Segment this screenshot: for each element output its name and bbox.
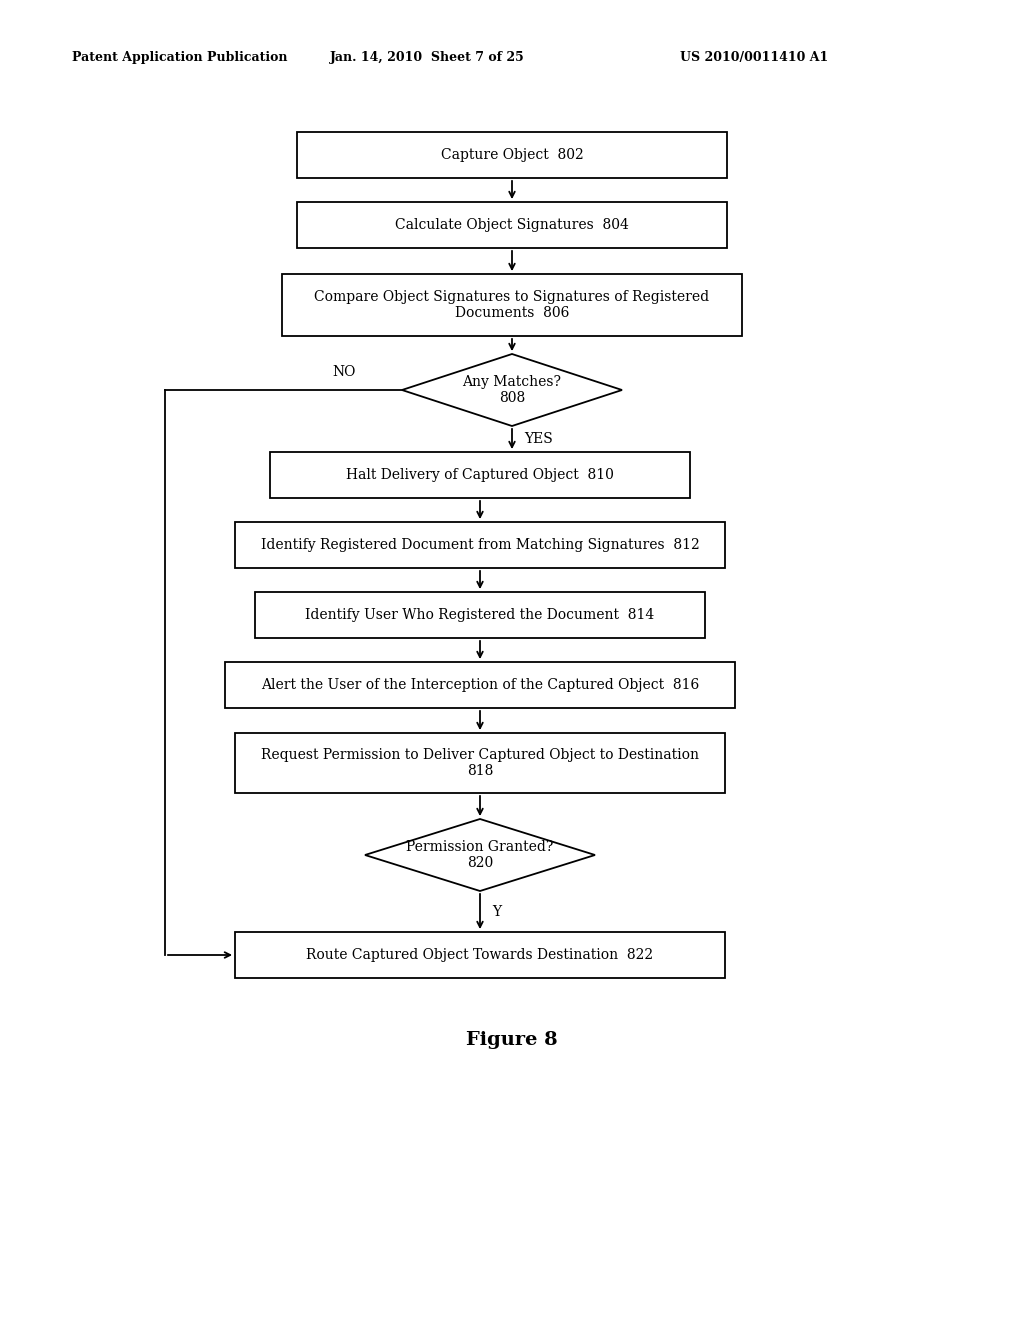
Text: Figure 8: Figure 8 [466,1031,558,1049]
Text: YES: YES [524,432,553,446]
Bar [297,132,727,178]
Text: Jan. 14, 2010  Sheet 7 of 25: Jan. 14, 2010 Sheet 7 of 25 [330,51,524,65]
Polygon shape [402,354,622,426]
Bar [270,451,690,498]
Text: Any Matches?
808: Any Matches? 808 [463,375,561,405]
Text: Compare Object Signatures to Signatures of Registered
Documents  806: Compare Object Signatures to Signatures … [314,290,710,321]
Bar [255,591,705,638]
Text: Capture Object  802: Capture Object 802 [440,148,584,162]
Text: Halt Delivery of Captured Object  810: Halt Delivery of Captured Object 810 [346,469,614,482]
Text: Request Permission to Deliver Captured Object to Destination
818: Request Permission to Deliver Captured O… [261,748,699,777]
Bar [234,932,725,978]
Bar [297,202,727,248]
Text: Permission Granted?
820: Permission Granted? 820 [407,840,554,870]
Text: Alert the User of the Interception of the Captured Object  816: Alert the User of the Interception of th… [261,678,699,692]
Bar [225,663,735,708]
Text: NO: NO [332,366,355,379]
Text: Route Captured Object Towards Destination  822: Route Captured Object Towards Destinatio… [306,948,653,962]
Bar [234,521,725,568]
Text: US 2010/0011410 A1: US 2010/0011410 A1 [680,51,828,65]
Text: Identify Registered Document from Matching Signatures  812: Identify Registered Document from Matchi… [261,539,699,552]
Bar [234,733,725,793]
Text: Patent Application Publication: Patent Application Publication [72,51,288,65]
Polygon shape [365,818,595,891]
Text: Identify User Who Registered the Document  814: Identify User Who Registered the Documen… [305,609,654,622]
Text: Y: Y [492,904,501,919]
Text: Calculate Object Signatures  804: Calculate Object Signatures 804 [395,218,629,232]
Bar [282,275,742,337]
